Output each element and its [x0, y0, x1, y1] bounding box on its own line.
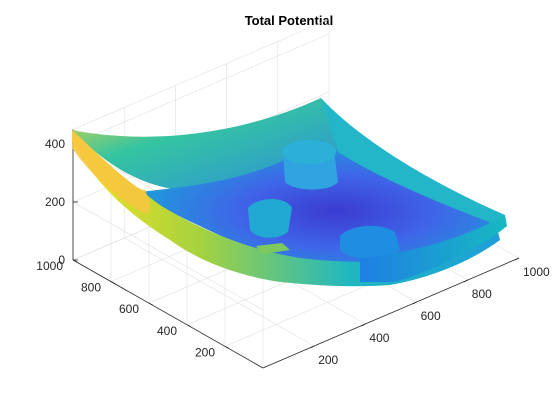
surface-center-top — [282, 140, 336, 164]
z-tick-label: 200 — [45, 195, 65, 209]
x-tick-label: 600 — [421, 309, 441, 323]
z-tick-label: 400 — [45, 137, 65, 151]
x-tick-label: 400 — [369, 331, 389, 345]
y-axis-line — [72, 259, 264, 369]
y-tick-label: 600 — [119, 302, 139, 316]
x-tick-label: 1000 — [523, 265, 550, 279]
surface-right-rim — [360, 215, 507, 282]
y-tick-label: 400 — [157, 324, 177, 338]
surface-left-plateau — [248, 199, 292, 238]
chart-title: Total Potential — [245, 13, 334, 28]
x-tick — [361, 323, 366, 327]
surface-basin — [140, 140, 497, 270]
y-tick-label: 800 — [81, 281, 101, 295]
x-tick — [310, 345, 315, 349]
x-tick — [463, 279, 468, 283]
grid-line — [72, 201, 264, 311]
surface-right-plateau — [340, 225, 400, 259]
y-tick — [224, 346, 230, 349]
x-tick-label: 200 — [318, 353, 338, 367]
y-tick — [110, 281, 116, 284]
z-tick-label: 0 — [58, 253, 65, 267]
surface-green-ledge — [256, 243, 290, 254]
x-axis-line — [262, 257, 520, 369]
surface-inner-ridge — [72, 130, 150, 214]
y-tick-label: 1000 — [36, 259, 63, 273]
y-tick-label: 200 — [195, 345, 215, 359]
grid-line — [72, 19, 330, 130]
grid-line — [124, 237, 315, 347]
x-tick — [412, 301, 417, 305]
grid-line — [72, 33, 330, 145]
surface — [72, 98, 507, 287]
y-tick — [148, 302, 154, 306]
y-tick — [186, 324, 192, 328]
x-tick — [514, 257, 520, 261]
x-tick-label: 800 — [472, 287, 492, 301]
surface-front-rim — [72, 130, 500, 287]
